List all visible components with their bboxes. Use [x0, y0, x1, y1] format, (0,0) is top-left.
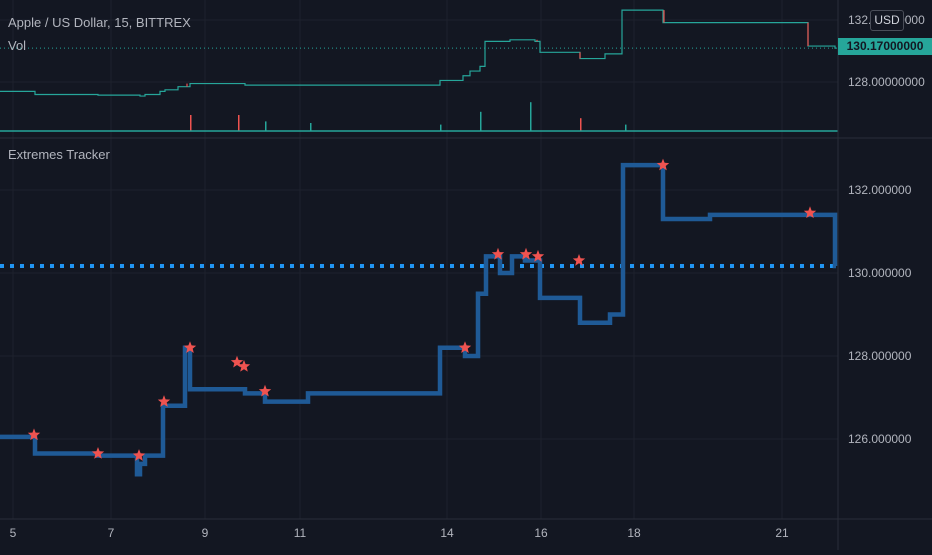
volume-bar [440, 124, 442, 131]
tracker-axis-tick-label: 128.000000 [848, 349, 912, 363]
time-axis-tick-label: 14 [440, 526, 454, 540]
time-axis-tick-label: 9 [202, 526, 209, 540]
indicator-title[interactable]: Extremes Tracker [8, 147, 110, 162]
volume-bar [238, 115, 240, 131]
extreme-star-marker [656, 158, 670, 171]
volume-layer [190, 102, 627, 131]
extreme-star-marker [258, 384, 272, 397]
volume-bar [580, 118, 582, 131]
extreme-star-marker [157, 395, 171, 407]
volume-label[interactable]: Vol [8, 38, 27, 53]
volume-bar [265, 121, 267, 131]
price-axis-tick-label: 128.00000000 [848, 75, 925, 89]
volume-bar [530, 102, 532, 131]
time-axis-tick-label: 7 [108, 526, 115, 540]
extreme-star-marker [91, 447, 105, 459]
extreme-star-marker [491, 247, 505, 260]
volume-bar [480, 111, 482, 131]
extreme-star-marker [519, 247, 533, 260]
extreme-star-marker [572, 254, 586, 266]
last-price-value: 130.17000000 [846, 39, 924, 53]
tracker-axis-tick-label: 126.000000 [848, 432, 912, 446]
extreme-star-marker [237, 359, 251, 372]
price-line [0, 9, 836, 97]
extreme-star-marker [27, 428, 41, 441]
price-series-layer [0, 9, 838, 97]
time-axis-tick-label: 5 [10, 526, 17, 540]
extreme-star-marker [531, 249, 545, 262]
volume-bar [625, 124, 627, 131]
price-axis-bottom[interactable]: 126.000000 128.000000 130.000000 132.000000 [848, 183, 912, 446]
tracker-axis-tick-label: 132.000000 [848, 183, 912, 197]
volume-bar [310, 123, 312, 131]
time-axis[interactable]: 5 7 9 11 14 16 18 21 [10, 526, 789, 540]
time-axis-tick-label: 21 [775, 526, 789, 540]
extreme-star-marker [230, 355, 244, 368]
extreme-star-marker [183, 341, 197, 353]
symbol-title[interactable]: Apple / US Dollar, 15, BITTREX [8, 15, 191, 30]
extreme-markers [27, 158, 817, 461]
grid [0, 0, 838, 519]
extreme-star-marker [458, 341, 472, 353]
extreme-star-marker [803, 206, 817, 219]
last-price-tag: 130.17000000 [838, 38, 932, 55]
time-axis-tick-label: 16 [534, 526, 548, 540]
tracker-axis-tick-label: 130.000000 [848, 266, 912, 280]
volume-bar [190, 115, 192, 131]
time-axis-tick-label: 11 [294, 526, 307, 540]
currency-badge[interactable]: USD [870, 10, 904, 31]
extreme-star-marker [132, 449, 146, 461]
time-axis-tick-label: 18 [627, 526, 641, 540]
tracker-line [0, 162, 838, 477]
tracker-series-layer [0, 162, 838, 477]
